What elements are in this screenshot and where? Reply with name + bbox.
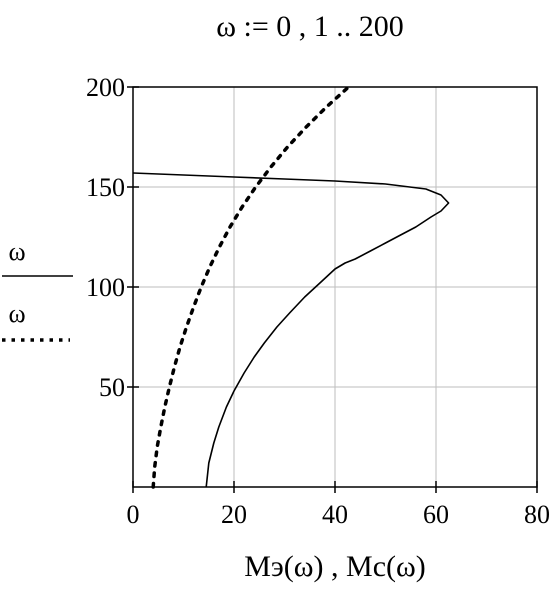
y-tick-label: 200 bbox=[86, 73, 125, 102]
x-tick-label: 0 bbox=[127, 500, 140, 529]
series-solid-line bbox=[132, 172, 450, 488]
legend-label-dotted: ω bbox=[8, 299, 25, 328]
y-tick-label: 50 bbox=[99, 373, 125, 402]
x-tick-label: 20 bbox=[221, 500, 247, 529]
x-tick-label: 80 bbox=[524, 500, 550, 529]
grid bbox=[133, 87, 537, 487]
ticks: 0 20 40 60 80 50 100 150 200 bbox=[86, 73, 550, 529]
x-tick-label: 60 bbox=[423, 500, 449, 529]
legend: ω ω bbox=[2, 237, 73, 342]
x-tick-label: 40 bbox=[322, 500, 348, 529]
y-tick-label: 150 bbox=[86, 173, 125, 202]
legend-label-solid: ω bbox=[8, 237, 25, 266]
range-formula: ω := 0 , 1 .. 200 bbox=[216, 10, 404, 43]
series-layer bbox=[132, 85, 450, 489]
y-tick-label: 100 bbox=[86, 273, 125, 302]
x-axis-label: Mэ(ω) , Mc(ω) bbox=[244, 550, 426, 583]
series-dotted-line bbox=[151, 85, 351, 489]
